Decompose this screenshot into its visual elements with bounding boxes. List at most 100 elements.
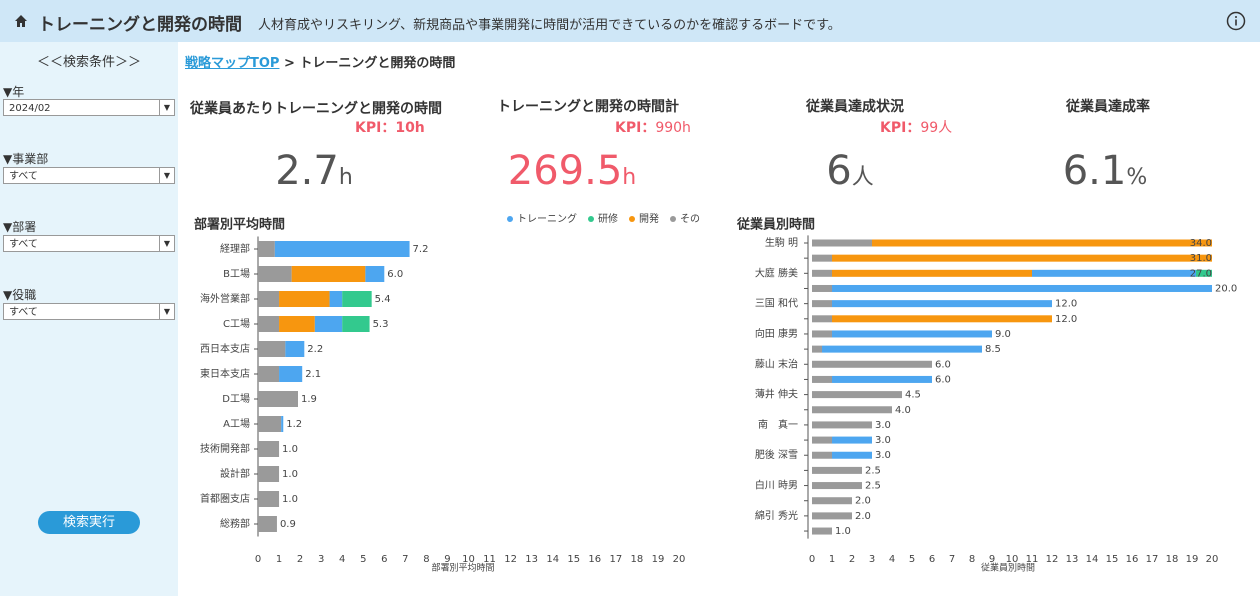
y-tick-label: 南 真一 [758,418,798,431]
total-label: 3.0 [875,420,891,431]
legend-marker [507,216,513,222]
total-label: 31.0 [1190,253,1212,264]
home-icon[interactable] [14,14,28,28]
x-tick-label: 12 [504,554,517,565]
bar-segment [812,406,892,414]
x-tick-label: 19 [1186,554,1199,565]
info-icon[interactable] [1226,11,1246,31]
bar-segment [342,316,370,332]
x-tick-label: 7 [402,554,408,565]
x-tick-label: 10 [1006,554,1019,565]
kpi-title: 従業員あたりトレーニングと開発の時間 [190,101,442,117]
legend-label: その [680,213,700,225]
filter-select[interactable]: すべて ▼ [3,167,175,184]
bar-segment [832,451,872,459]
filter-value: すべて [9,171,38,182]
select-arrow: ▼ [159,168,174,183]
kpi-target-value: 990h [655,120,691,136]
bar-segment [329,291,343,307]
breadcrumb-link[interactable]: 戦略マップTOP [185,56,280,71]
kpi-target-label: KPI： [355,120,396,136]
x-axis-title: 従業員別時間 [981,562,1035,574]
y-tick-label: 総務部 [220,517,250,530]
breadcrumb: 戦略マップTOP > トレーニングと開発の時間 [185,52,455,71]
kpi-value: 6 [826,148,852,194]
bar-segment [832,330,992,338]
x-tick-label: 5 [909,554,915,565]
total-label: 5.4 [375,294,391,305]
total-label: 34.0 [1190,238,1212,249]
total-label: 2.5 [865,465,881,476]
total-label: 6.0 [935,359,951,370]
kpi-unit: h [622,165,637,190]
bar-segment [1196,269,1212,277]
x-tick-label: 18 [1166,554,1179,565]
y-tick-label: 経理部 [220,242,250,255]
bar-segment [258,491,280,507]
bar-segment [258,416,282,432]
y-tick-label: A工場 [223,417,250,430]
filter-select[interactable]: すべて ▼ [3,303,175,320]
bar-segment [812,512,852,520]
search-button[interactable]: 検索実行 [38,511,140,534]
y-tick-label: 東日本支店 [200,367,250,380]
total-label: 2.0 [855,511,871,522]
x-tick-label: 14 [1086,554,1099,565]
bar-segment [822,345,982,353]
chart-title: 従業員別時間 [736,217,815,233]
kpi-target-label: KPI： [880,120,921,136]
bar-segment [258,291,280,307]
filter-value: すべて [9,307,38,318]
legend-label: トレーニング [517,212,577,225]
x-tick-label: 11 [483,554,496,565]
x-tick-label: 5 [360,554,366,565]
x-tick-label: 14 [546,554,559,565]
total-label: 2.1 [305,369,321,380]
total-label: 6.0 [935,374,951,385]
total-label: 3.0 [875,450,891,461]
bar-segment [812,269,832,277]
x-tick-label: 7 [949,554,955,565]
x-tick-label: 8 [969,554,975,565]
kpi-title: 従業員達成状況 [806,99,904,115]
y-tick-label: 綿引 秀光 [755,509,798,522]
bar-segment [812,284,832,292]
x-tick-label: 13 [525,554,538,565]
total-label: 2.5 [865,481,881,492]
kpi-target-value: 99人 [920,120,953,136]
y-tick-label: 生駒 明 [765,236,798,249]
x-tick-label: 16 [1126,554,1139,565]
bar-segment [812,482,862,490]
bar-segment [812,300,832,308]
bar-segment [832,284,1212,292]
total-label: 9.0 [995,329,1011,340]
x-tick-label: 8 [423,554,429,565]
x-tick-label: 2 [849,554,855,565]
y-tick-label: C工場 [223,317,250,330]
x-tick-label: 20 [1206,554,1219,565]
filter-label: ▼役職 [3,288,37,302]
filter-select[interactable]: すべて ▼ [3,235,175,252]
total-label: 20.0 [1215,283,1237,294]
legend-marker [588,216,594,222]
bar-segment [812,497,852,505]
filter-select[interactable]: 2024/02 ▼ [3,99,175,116]
x-tick-label: 11 [1026,554,1039,565]
x-tick-label: 17 [609,554,622,565]
chart-title: 部署別平均時間 [194,217,285,233]
bar-segment [812,451,832,459]
total-label: 27.0 [1190,268,1212,279]
x-tick-label: 17 [1146,554,1159,565]
x-tick-label: 1 [829,554,835,565]
bar-segment [314,316,343,332]
bar-segment [812,466,862,474]
bar-segment [812,360,932,368]
bar-segment [279,291,330,307]
bar-segment [832,436,872,444]
bar-segment [279,366,303,382]
x-tick-label: 9 [444,554,450,565]
x-tick-label: 20 [673,554,686,565]
bar-segment [291,266,366,282]
y-tick-label: 技術開発部 [200,442,250,455]
